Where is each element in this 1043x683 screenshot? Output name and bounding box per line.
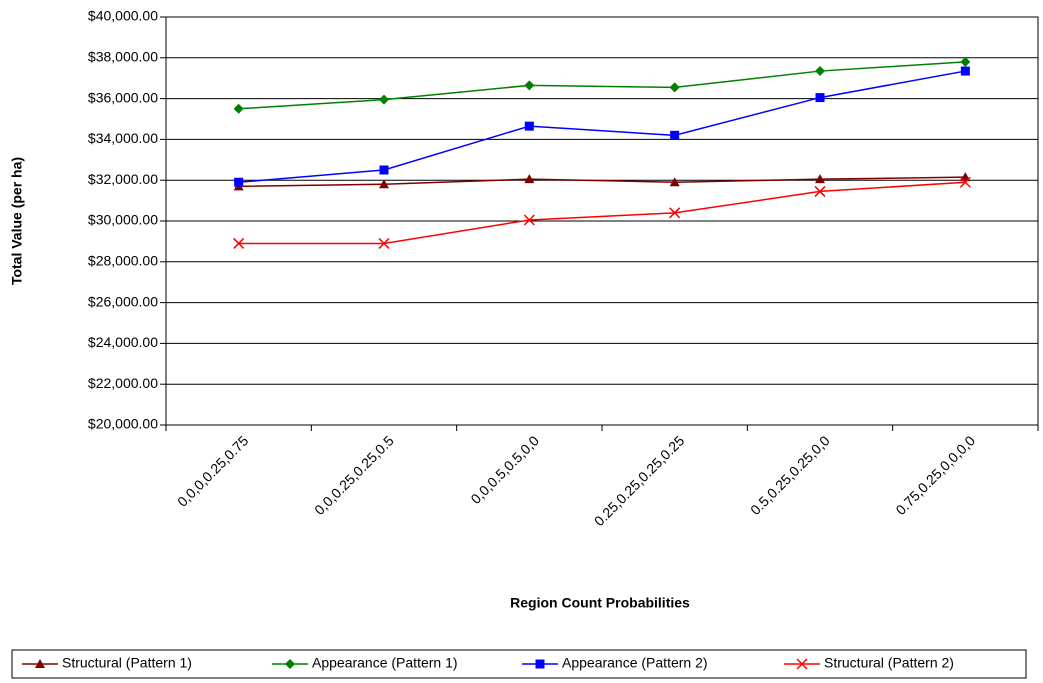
- marker: [815, 174, 825, 184]
- x-tick-label: 0.5,0.25,0.25,0,0: [747, 432, 833, 518]
- series-line: [238, 181, 966, 245]
- legend: Structural (Pattern 1) Appearance (Patter…: [11, 649, 1027, 679]
- marker: [669, 82, 680, 93]
- marker: [523, 214, 535, 226]
- marker: [524, 121, 534, 131]
- marker: [815, 93, 825, 103]
- legend-label: Appearance (Pattern 1): [312, 655, 458, 671]
- legend-label: Structural (Pattern 2): [824, 655, 954, 671]
- x-tick-label: 0,0,0.5,0.5,0,0: [467, 432, 542, 507]
- series-line: [238, 70, 966, 183]
- series-line: [238, 61, 966, 110]
- marker: [815, 66, 825, 77]
- x-tick-label: 0,0,0.25,0.25,0.5: [311, 432, 397, 518]
- legend-label: Appearance (Pattern 2): [562, 655, 708, 671]
- y-tick-label: $22,000.00: [88, 375, 158, 391]
- marker: [233, 103, 244, 114]
- marker: [35, 659, 45, 668]
- legend-label: Structural (Pattern 1): [62, 655, 192, 671]
- marker: [960, 66, 970, 76]
- marker: [814, 185, 826, 197]
- y-tick-label: $38,000.00: [88, 49, 158, 65]
- marker: [669, 207, 681, 219]
- y-tick-label: $30,000.00: [88, 212, 158, 228]
- marker: [524, 174, 535, 184]
- y-tick-label: $40,000.00: [88, 8, 158, 24]
- x-tick-label: 0.25,0.25,0.25,0.25: [591, 432, 688, 529]
- y-axis-title: Total Value (per ha): [9, 157, 25, 285]
- marker: [234, 177, 244, 187]
- marker: [670, 130, 680, 140]
- x-tick-label: 0.75,0.25,0,0,0,0: [892, 432, 978, 518]
- marker: [379, 165, 389, 175]
- marker: [535, 659, 545, 669]
- y-tick-label: $26,000.00: [88, 293, 158, 309]
- marker: [669, 177, 680, 187]
- y-tick-label: $34,000.00: [88, 130, 158, 146]
- marker: [379, 179, 389, 189]
- x-tick-label: 0,0,0,0.25,0.75: [174, 432, 252, 510]
- y-tick-label: $24,000.00: [88, 334, 158, 350]
- x-axis-title: Region Count Probabilities: [510, 595, 690, 611]
- marker: [524, 80, 535, 91]
- y-tick-label: $20,000.00: [88, 416, 158, 432]
- y-tick-label: $36,000.00: [88, 89, 158, 105]
- marker: [796, 658, 808, 670]
- series-line: [238, 176, 966, 188]
- marker: [233, 237, 245, 249]
- marker: [285, 659, 295, 669]
- marker: [378, 237, 390, 249]
- legend-box: [11, 649, 1027, 679]
- y-tick-label: $32,000.00: [88, 171, 158, 187]
- marker: [379, 94, 389, 105]
- y-tick-label: $28,000.00: [88, 253, 158, 269]
- marker: [960, 56, 971, 67]
- marker: [959, 176, 971, 188]
